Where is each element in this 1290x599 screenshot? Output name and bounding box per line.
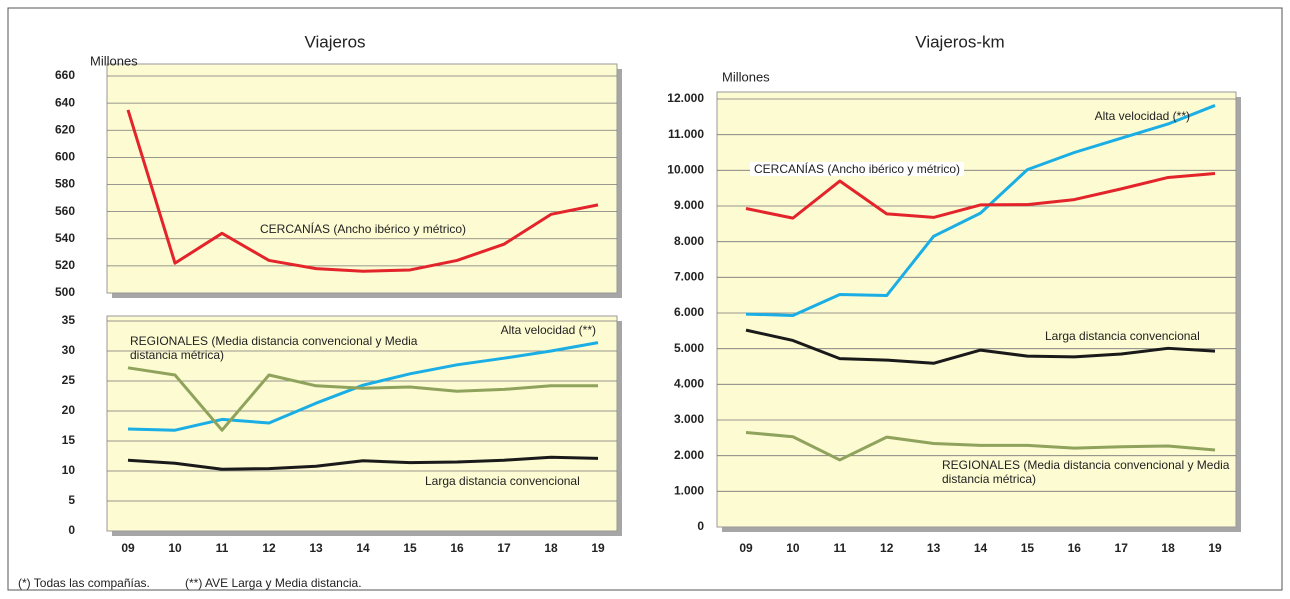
x-tick-label: 18	[1161, 541, 1175, 555]
y-tick-label: 560	[55, 204, 75, 218]
series-label: CERCANÍAS (Ancho ibérico y métrico)	[260, 222, 467, 236]
series-line	[127, 341, 599, 432]
chart-title: Viajeros-km	[915, 32, 1004, 51]
y-tick-label: 20	[62, 403, 76, 417]
x-tick-label: 17	[497, 541, 511, 555]
y-tick-label: 620	[55, 122, 75, 136]
y-axis-label: Millones	[90, 53, 138, 68]
y-tick-label: 35	[62, 313, 76, 327]
y-tick-label: 3.000	[674, 412, 704, 426]
x-tick-label: 12	[262, 541, 276, 555]
x-tick-label: 17	[1115, 541, 1129, 555]
series-label: Alta velocidad (**)	[500, 323, 596, 337]
series-line	[127, 455, 599, 471]
y-tick-label: 0	[697, 519, 704, 533]
y-tick-label: 15	[62, 433, 76, 447]
x-tick-label: 13	[927, 541, 941, 555]
y-tick-label: 12.000	[667, 91, 704, 105]
x-tick-label: 19	[591, 541, 605, 555]
y-tick-label: 580	[55, 177, 75, 191]
y-tick-label: 8.000	[674, 234, 704, 248]
y-tick-label: 6.000	[674, 305, 704, 319]
x-tick-label: 14	[356, 541, 370, 555]
series-label: Larga distancia convencional	[1045, 329, 1200, 343]
x-tick-label: 15	[1021, 541, 1035, 555]
y-tick-label: 5.000	[674, 341, 704, 355]
y-axis-label: Millones	[722, 69, 770, 84]
x-tick-label: 09	[739, 541, 753, 555]
series-line	[745, 430, 1216, 462]
series-label: REGIONALES (Media distancia convencional…	[130, 334, 418, 362]
y-tick-label: 1.000	[674, 484, 704, 498]
series-label: Larga distancia convencional	[425, 474, 580, 488]
plot-area	[106, 315, 618, 532]
x-tick-label: 13	[309, 541, 323, 555]
y-tick-label: 660	[55, 68, 75, 82]
y-tick-label: 10.000	[667, 163, 704, 177]
y-tick-label: 640	[55, 95, 75, 109]
y-tick-label: 11.000	[668, 127, 704, 141]
x-tick-label: 10	[786, 541, 800, 555]
x-tick-label: 15	[403, 541, 417, 555]
x-tick-label: 11	[833, 541, 846, 555]
x-tick-label: 16	[450, 541, 464, 555]
y-tick-label: 10	[62, 463, 76, 477]
chart-title: Viajeros	[304, 32, 365, 51]
y-tick-label: 5	[68, 493, 75, 507]
y-tick-label: 2.000	[674, 448, 704, 462]
series-line	[745, 328, 1216, 365]
y-tick-label: 540	[55, 231, 75, 245]
y-tick-label: 600	[55, 150, 75, 164]
y-tick-label: 7.000	[674, 270, 704, 284]
x-tick-label: 09	[121, 541, 135, 555]
plot-area	[106, 63, 618, 294]
y-tick-label: 0	[68, 523, 75, 537]
y-tick-label: 25	[62, 373, 76, 387]
x-tick-label: 18	[544, 541, 558, 555]
footnote: (*) Todas las compañías.	[18, 576, 150, 590]
y-tick-label: 9.000	[674, 198, 704, 212]
series-line	[126, 109, 599, 273]
x-tick-label: 11	[216, 541, 229, 555]
series-label: REGIONALES (Media distancia convencional…	[942, 458, 1230, 486]
series-label: CERCANÍAS (Ancho ibérico y métrico)	[750, 162, 965, 176]
series-line	[127, 366, 598, 432]
x-tick-label: 12	[880, 541, 894, 555]
y-tick-label: 520	[55, 258, 75, 272]
y-tick-label: 500	[55, 285, 75, 299]
x-tick-label: 19	[1208, 541, 1222, 555]
y-tick-label: 4.000	[674, 377, 704, 391]
series-line	[745, 104, 1216, 317]
x-tick-label: 10	[168, 541, 182, 555]
x-tick-label: 16	[1068, 541, 1082, 555]
series-label: Alta velocidad (**)	[1094, 109, 1190, 123]
footnote: (**) AVE Larga y Media distancia.	[185, 576, 362, 590]
series-line	[745, 172, 1216, 220]
x-tick-label: 14	[974, 541, 988, 555]
y-tick-label: 30	[62, 343, 76, 357]
